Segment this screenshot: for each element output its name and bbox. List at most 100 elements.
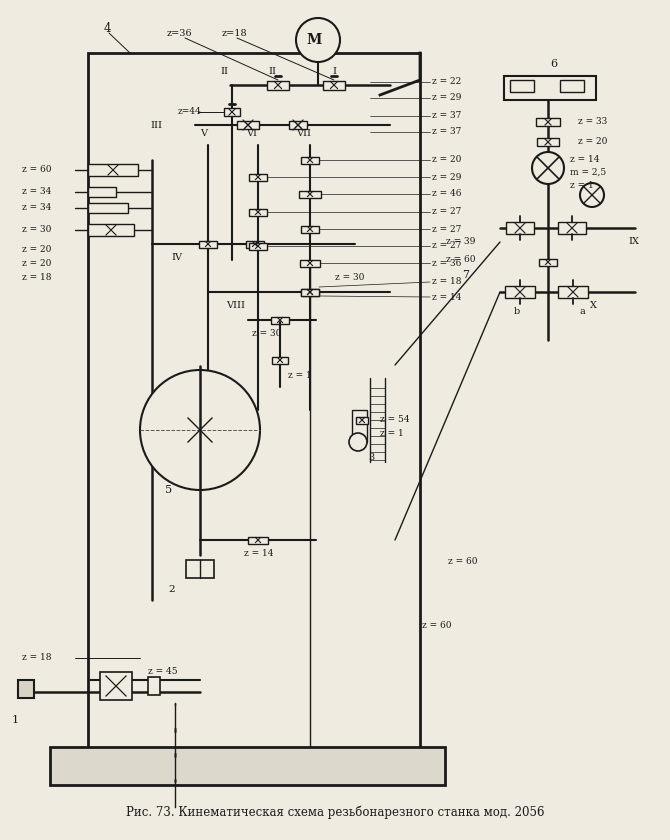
Text: z = 46: z = 46	[432, 190, 462, 198]
Text: M: M	[306, 33, 322, 47]
Bar	[88, 224, 134, 236]
Text: z = 14: z = 14	[432, 292, 462, 302]
Bar	[536, 118, 560, 126]
Text: z = 20: z = 20	[432, 155, 462, 165]
Text: z = 39: z = 39	[446, 238, 476, 246]
Bar	[186, 560, 214, 578]
Bar	[249, 208, 267, 216]
Bar	[510, 80, 534, 92]
Bar	[50, 747, 445, 785]
Bar	[249, 174, 267, 181]
Text: z = 30: z = 30	[22, 225, 52, 234]
Text: z = 20: z = 20	[22, 245, 52, 255]
Bar	[88, 164, 138, 176]
Bar	[301, 156, 319, 164]
Bar	[289, 121, 307, 129]
Text: z=18: z=18	[222, 29, 248, 39]
Bar	[249, 243, 267, 249]
Text: z = 60: z = 60	[446, 255, 476, 265]
Text: z = 22: z = 22	[432, 77, 461, 87]
Text: 5: 5	[165, 485, 172, 495]
Circle shape	[532, 152, 564, 184]
Text: z = 18: z = 18	[22, 274, 52, 282]
Bar	[148, 677, 160, 695]
Bar	[88, 187, 116, 197]
Bar	[506, 222, 534, 234]
Text: z = 37: z = 37	[432, 112, 462, 120]
Text: z = 54: z = 54	[380, 416, 409, 424]
Text: 4: 4	[104, 23, 111, 35]
Text: z = 60: z = 60	[448, 558, 478, 566]
Text: 7: 7	[462, 270, 469, 280]
Text: z = 30: z = 30	[335, 272, 364, 281]
Text: X: X	[590, 302, 597, 311]
Text: z = 1: z = 1	[570, 181, 594, 190]
Bar	[539, 259, 557, 265]
Text: a: a	[580, 307, 586, 317]
Bar	[300, 260, 320, 266]
Text: IV: IV	[172, 254, 182, 262]
Text: z = 36: z = 36	[432, 259, 462, 267]
Text: 3: 3	[368, 454, 375, 463]
Bar	[100, 672, 132, 700]
Bar	[271, 317, 289, 323]
Text: z = 60: z = 60	[422, 621, 452, 629]
Text: III: III	[150, 120, 162, 129]
Bar	[224, 108, 240, 116]
Text: 1: 1	[12, 715, 19, 725]
Circle shape	[140, 370, 260, 490]
Text: V: V	[200, 129, 208, 139]
Text: z=36: z=36	[167, 29, 193, 39]
Bar	[301, 288, 319, 296]
Bar	[504, 76, 596, 100]
Text: 2: 2	[168, 585, 175, 595]
Text: z = 33: z = 33	[578, 118, 607, 127]
Text: z=44: z=44	[178, 108, 202, 117]
Text: z = 27: z = 27	[432, 242, 462, 250]
Bar	[18, 680, 34, 698]
Bar	[237, 121, 259, 129]
Text: z = 14: z = 14	[570, 155, 600, 165]
Bar	[88, 53, 420, 748]
Bar	[352, 410, 367, 442]
Bar	[558, 222, 586, 234]
Text: z = 37: z = 37	[432, 128, 462, 136]
Circle shape	[349, 433, 367, 451]
Text: z = 18: z = 18	[22, 654, 52, 663]
Text: z = 29: z = 29	[432, 93, 462, 102]
Text: z = 18: z = 18	[432, 277, 462, 286]
Text: z = 1: z = 1	[288, 370, 312, 380]
Circle shape	[296, 18, 340, 62]
Text: z = 20: z = 20	[578, 138, 608, 146]
Bar	[560, 80, 584, 92]
Text: z = 30: z = 30	[252, 329, 281, 339]
Bar	[246, 240, 264, 248]
Bar	[558, 286, 588, 298]
Bar	[356, 417, 368, 423]
Bar	[199, 240, 217, 248]
Text: z = 34: z = 34	[22, 187, 52, 197]
Text: z = 29: z = 29	[432, 172, 462, 181]
Text: z = 27: z = 27	[432, 207, 462, 217]
Text: z = 27: z = 27	[432, 224, 462, 234]
Text: z = 14: z = 14	[244, 549, 273, 558]
Bar	[267, 81, 289, 90]
Text: z = 60: z = 60	[22, 165, 52, 175]
Text: Рис. 73. Кинематическая схема резьбонарезного станка мод. 2056: Рис. 73. Кинематическая схема резьбонаре…	[126, 806, 544, 819]
Text: I: I	[332, 66, 336, 76]
Text: VI: VI	[247, 129, 257, 139]
Bar	[248, 537, 268, 543]
Bar	[537, 138, 559, 146]
Text: 6: 6	[550, 59, 557, 69]
Bar	[505, 286, 535, 298]
Text: z = 1: z = 1	[380, 429, 404, 438]
Text: m = 2,5: m = 2,5	[570, 167, 606, 176]
Circle shape	[580, 183, 604, 207]
Text: II: II	[220, 66, 228, 76]
Bar	[88, 203, 128, 213]
Text: IX: IX	[628, 238, 639, 246]
Bar	[299, 191, 321, 197]
Text: z = 45: z = 45	[148, 668, 178, 676]
Bar	[272, 356, 288, 364]
Text: z = 20: z = 20	[22, 260, 52, 269]
